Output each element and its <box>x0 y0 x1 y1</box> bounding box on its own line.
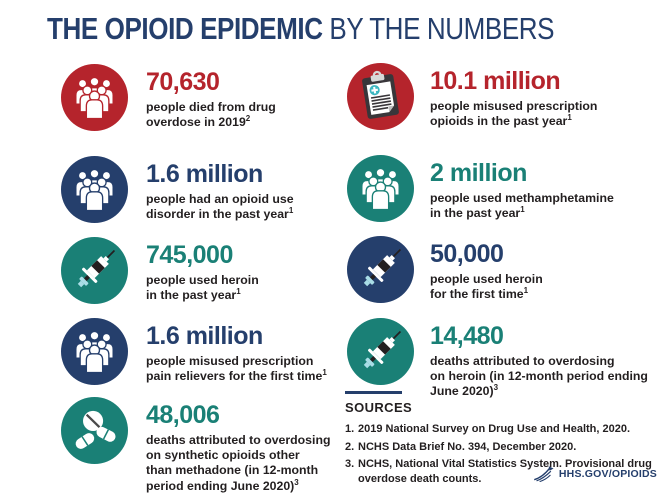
syringe-icon <box>363 248 402 287</box>
syringe-icon <box>77 249 116 288</box>
stat-text-block: 14,480 deaths attributed to overdosing on … <box>430 324 648 400</box>
page-title-rest: BY THE NUMBERS <box>322 11 555 46</box>
source-item-text: NCHS, National Vital Statistics System. … <box>358 458 652 485</box>
source-item: 3. NCHS, National Vital Statistics System… <box>345 457 665 486</box>
stat-text-block: 2 million people used methamphetamine in t… <box>430 161 614 221</box>
stat-icon-circle <box>347 236 414 303</box>
people-group-icon <box>75 330 114 374</box>
source-item: 2. NCHS Data Brief No. 394, December 2020… <box>345 440 665 455</box>
source-item-number: 3. <box>345 458 355 470</box>
stat-description: people used heroin for the first time1 <box>430 272 543 302</box>
stat-icon-circle <box>347 155 414 222</box>
stat-description: people used heroin in the past year1 <box>146 273 259 303</box>
source-item-number: 2. <box>345 440 355 453</box>
stat-description: people misused prescription opioids in th… <box>430 99 598 129</box>
stat-number: 10.1 million <box>430 67 561 95</box>
syringe-icon <box>363 330 402 369</box>
sources-heading: SOURCES <box>345 400 413 415</box>
hhs-logo-icon <box>533 466 554 482</box>
stat-icon-circle <box>61 64 128 131</box>
footer: HHS.GOV/OPIOIDS <box>533 465 657 482</box>
page-title-emphasis: THE OPIOID EPIDEMIC <box>47 11 323 46</box>
stat-number: 48,006 <box>146 401 220 429</box>
sources-list: 1. 2019 National Survey on Drug Use and H… <box>345 422 665 486</box>
stat-description: deaths attributed to overdosing on synthe… <box>146 433 331 493</box>
stat-icon-circle <box>347 63 414 130</box>
stat-number: 14,480 <box>430 322 504 350</box>
sources-section: SOURCES 1. 2019 National Survey on Drug U… <box>345 391 665 489</box>
stat-text-block: 50,000 people used heroin for the first ti… <box>430 242 543 302</box>
source-item-text: NCHS Data Brief No. 394, December 2020. <box>358 440 577 453</box>
stat-text-block: 745,000 people used heroin in the past yea… <box>146 243 259 303</box>
stat-description: people had an opioid use disorder in the … <box>146 192 294 222</box>
pills-icon <box>75 410 116 449</box>
stat-number: 70,630 <box>146 68 220 96</box>
source-item-text: 2019 National Survey on Drug Use and Hea… <box>358 423 631 435</box>
stat-text-block: 1.6 million people had an opioid use disor… <box>146 162 294 222</box>
stat-description: deaths attributed to overdosing on heroin… <box>430 354 648 399</box>
stat-number: 2 million <box>430 159 527 187</box>
stat-text-block: 48,006 deaths attributed to overdosing on … <box>146 403 330 494</box>
clipboard-icon <box>362 70 399 119</box>
stat-text-block: 1.6 million people misused prescription pa… <box>146 324 327 384</box>
people-group-icon <box>75 76 114 120</box>
stat-text-block: 70,630 people died from drug overdose in 2… <box>146 70 276 130</box>
stat-number: 50,000 <box>430 240 504 268</box>
stat-icon-circle <box>347 318 414 385</box>
stat-description: people died from drug overdose in 20192 <box>146 100 276 130</box>
stat-icon-circle <box>61 156 128 223</box>
people-group-icon <box>361 167 400 211</box>
stat-description: people used methamphetamine in the past y… <box>430 191 614 221</box>
stat-description: people misused prescription pain reliever… <box>146 354 327 384</box>
stat-icon-circle <box>61 318 128 385</box>
people-group-icon <box>75 168 114 212</box>
stat-number: 745,000 <box>146 241 233 269</box>
stat-number: 1.6 million <box>146 160 263 188</box>
source-item-number: 1. <box>345 423 355 435</box>
page-title: THE OPIOID EPIDEMIC BY THE NUMBERS <box>47 11 555 46</box>
stat-number: 1.6 million <box>146 322 263 350</box>
stat-icon-circle <box>61 397 128 464</box>
source-item: 1. 2019 National Survey on Drug Use and H… <box>345 422 665 437</box>
sources-divider <box>345 391 402 394</box>
stat-icon-circle <box>61 237 128 304</box>
stat-text-block: 10.1 million people misused prescription o… <box>430 69 597 129</box>
footer-site-text: HHS.GOV/OPIOIDS <box>558 467 657 480</box>
